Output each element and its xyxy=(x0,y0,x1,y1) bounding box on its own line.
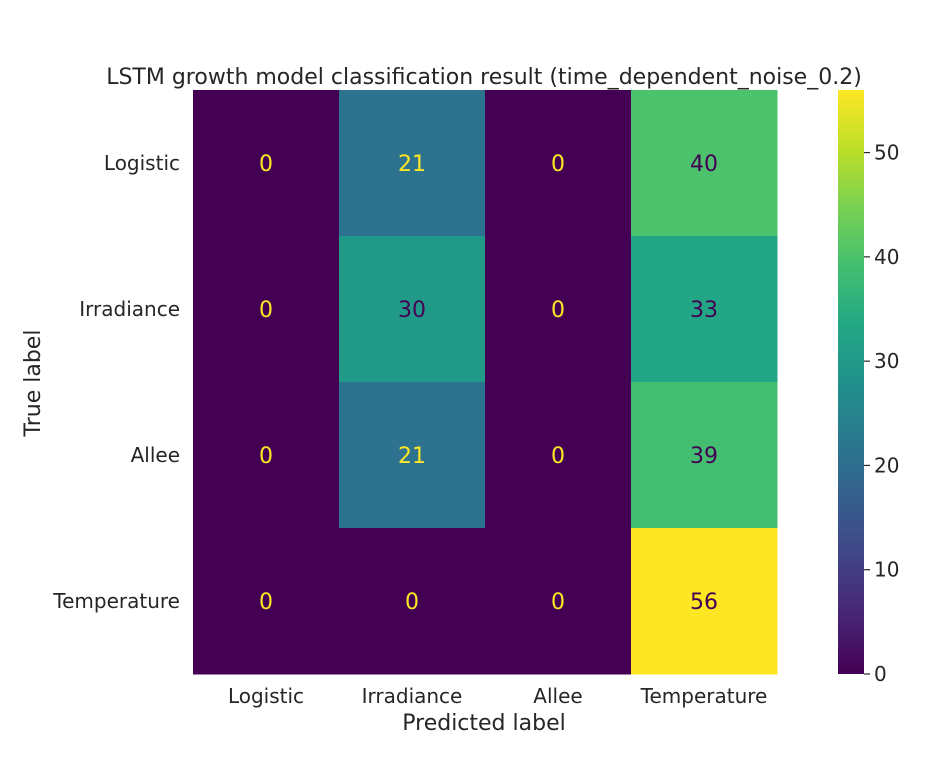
y-tick-label: Allee xyxy=(131,443,180,467)
y-tick-label: Temperature xyxy=(52,589,180,613)
x-tick-label: Logistic xyxy=(228,684,304,708)
y-tick-label: Irradiance xyxy=(79,297,180,321)
cell-value-label: 0 xyxy=(259,298,273,323)
cell-value-label: 21 xyxy=(398,444,426,469)
cell-value-label: 0 xyxy=(551,590,565,615)
heatmap-cells xyxy=(193,90,778,675)
x-axis-label: Predicted label xyxy=(402,711,565,736)
x-tick-label: Irradiance xyxy=(362,684,463,708)
cell-value-label: 33 xyxy=(690,298,718,323)
heatmap-cell xyxy=(339,528,486,675)
colorbar-tick-label: 20 xyxy=(874,453,899,477)
cell-value-label: 0 xyxy=(259,444,273,469)
colorbar-tick-label: 50 xyxy=(874,141,899,165)
heatmap-cell xyxy=(339,236,486,383)
colorbar-tick-label: 30 xyxy=(874,349,899,373)
colorbar-tick-label: 40 xyxy=(874,245,899,269)
cell-value-label: 21 xyxy=(398,152,426,177)
cell-value-label: 30 xyxy=(398,298,426,323)
colorbar-tick-label: 10 xyxy=(874,558,899,582)
heatmap-cell xyxy=(485,236,632,383)
heatmap-cell xyxy=(631,382,778,529)
heatmap-cell xyxy=(631,236,778,383)
cell-value-label: 0 xyxy=(405,590,419,615)
heatmap-cell xyxy=(193,236,340,383)
x-tick-labels: Logistic Irradiance Allee Temperature xyxy=(228,684,767,708)
y-tick-label: Logistic xyxy=(104,151,180,175)
y-tick-labels: Logistic Irradiance Allee Temperature xyxy=(52,151,180,613)
cell-value-label: 0 xyxy=(259,152,273,177)
heatmap-cell xyxy=(485,382,632,529)
cell-value-label: 40 xyxy=(690,152,718,177)
y-axis-label: True label xyxy=(21,330,46,438)
heatmap-cell xyxy=(339,382,486,529)
chart-title: LSTM growth model classification result … xyxy=(106,65,862,90)
x-tick-label: Temperature xyxy=(640,684,768,708)
heatmap-cell xyxy=(631,90,778,237)
cell-value-label: 39 xyxy=(690,444,718,469)
cell-value-label: 0 xyxy=(551,298,565,323)
colorbar-ticks: 0 10 20 30 40 50 xyxy=(864,141,899,686)
x-tick-label: Allee xyxy=(533,684,582,708)
cell-value-label: 0 xyxy=(551,444,565,469)
heatmap-cell xyxy=(485,90,632,237)
heatmap-cell xyxy=(193,90,340,237)
heatmap-cell xyxy=(631,528,778,675)
heatmap-cell xyxy=(193,528,340,675)
cell-value-label: 56 xyxy=(690,590,718,615)
heatmap-cell xyxy=(485,528,632,675)
colorbar xyxy=(838,90,864,674)
heatmap-cell xyxy=(339,90,486,237)
colorbar-tick-label: 0 xyxy=(874,662,887,686)
cell-value-label: 0 xyxy=(551,152,565,177)
cell-value-label: 0 xyxy=(259,590,273,615)
heatmap-cell xyxy=(193,382,340,529)
heatmap-cell-labels: 0 21 0 40 0 30 0 33 0 21 0 39 0 0 0 56 xyxy=(259,152,718,615)
